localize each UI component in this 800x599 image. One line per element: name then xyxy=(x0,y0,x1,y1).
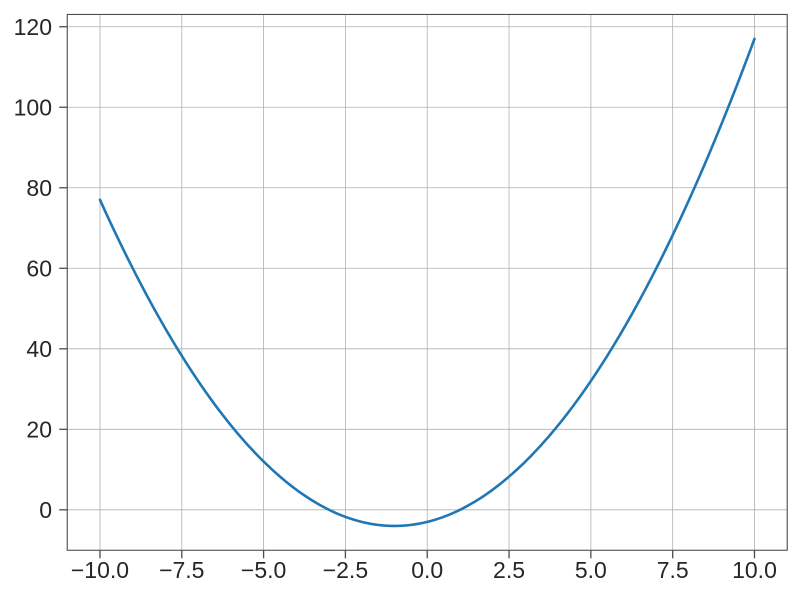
svg-text:2.5: 2.5 xyxy=(493,557,525,583)
svg-text:5.0: 5.0 xyxy=(575,557,607,583)
svg-text:10.0: 10.0 xyxy=(732,557,777,583)
svg-text:7.5: 7.5 xyxy=(657,557,689,583)
svg-text:−10.0: −10.0 xyxy=(71,557,129,583)
svg-text:−7.5: −7.5 xyxy=(159,557,204,583)
svg-text:60: 60 xyxy=(26,256,52,282)
svg-text:20: 20 xyxy=(26,417,52,443)
svg-text:40: 40 xyxy=(26,336,52,362)
svg-text:−5.0: −5.0 xyxy=(241,557,286,583)
svg-text:120: 120 xyxy=(14,14,52,40)
svg-text:0: 0 xyxy=(39,497,52,523)
svg-text:−2.5: −2.5 xyxy=(323,557,368,583)
svg-text:80: 80 xyxy=(26,175,52,201)
svg-text:100: 100 xyxy=(14,95,52,121)
svg-text:0.0: 0.0 xyxy=(411,557,443,583)
